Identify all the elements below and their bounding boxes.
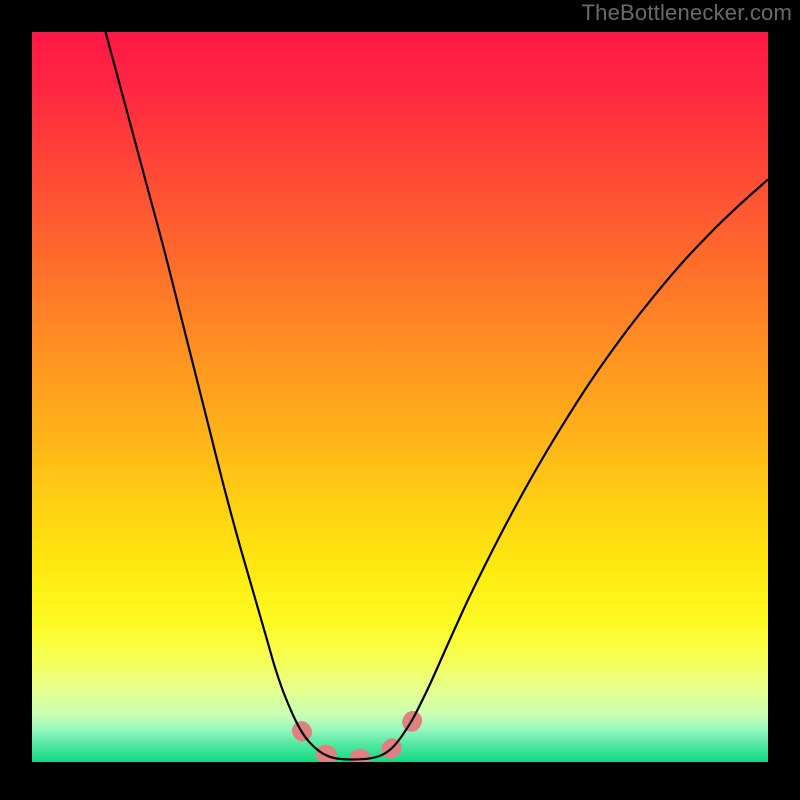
watermark-text: TheBottlenecker.com <box>582 0 792 26</box>
chart-background <box>32 32 768 762</box>
chart-frame: TheBottlenecker.com <box>0 0 800 800</box>
bottleneck-chart <box>0 0 800 800</box>
